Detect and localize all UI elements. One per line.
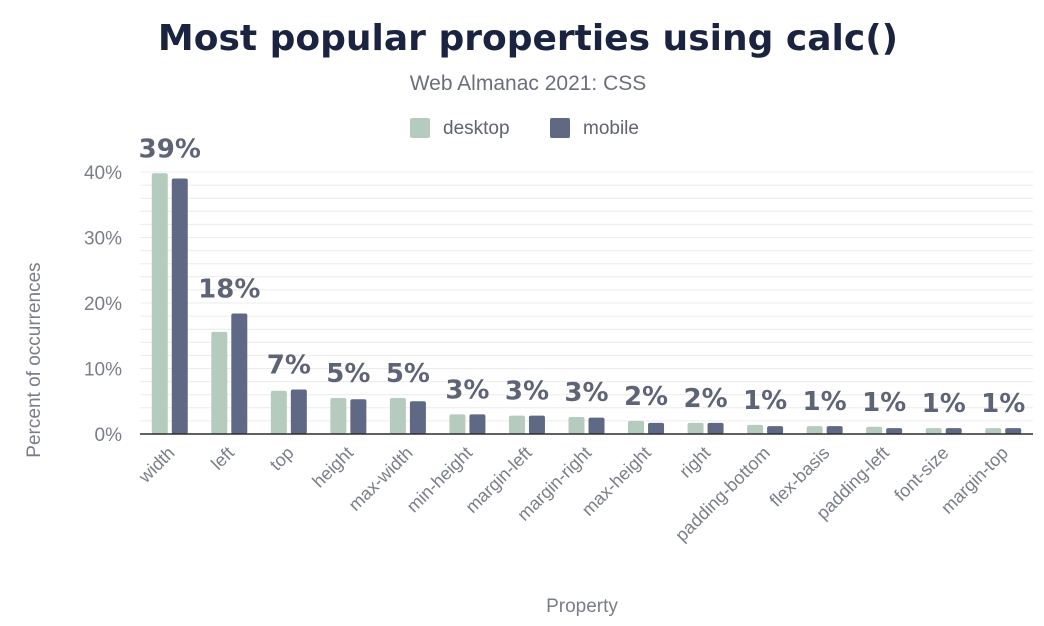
x-axis-labels: width left top heightmax-widthmin-heightmar… — [134, 443, 1012, 546]
x-tick-label-height: height — [308, 443, 357, 492]
data-label-right: 2% — [683, 384, 727, 414]
chart-subtitle: Web Almanac 2021: CSS — [410, 72, 647, 95]
bar-desktop-max-width — [389, 397, 406, 434]
data-labels: 39% 18% 7% 5% 5% 3% 3% 3% 2% 2% 1% 1% 1% 1% 1% — [139, 134, 1026, 419]
chart-title: Most popular properties using calc() — [158, 18, 898, 59]
x-tick-label-top: top — [266, 443, 298, 475]
bar-desktop-top — [270, 390, 287, 434]
bar-desktop-margin-top — [985, 428, 1002, 434]
bar-mobile-max-width — [409, 401, 426, 434]
y-tick-label: 30% — [84, 229, 122, 250]
x-tick-label-left: left — [207, 443, 238, 474]
data-label-top: 7% — [267, 350, 311, 380]
bar-mobile-width — [171, 178, 188, 434]
bar-mobile-margin-right — [588, 417, 605, 434]
bar-mobile-min-height — [469, 414, 486, 434]
bar-mobile-left — [231, 313, 248, 434]
x-axis-title: Property — [546, 596, 618, 617]
bar-desktop-min-height — [449, 414, 466, 434]
data-label-max-height: 2% — [624, 382, 668, 412]
data-label-max-width: 5% — [386, 359, 430, 389]
bar-mobile-flex-basis — [826, 426, 843, 434]
data-label-height: 5% — [326, 359, 370, 389]
legend-label-mobile: mobile — [583, 118, 639, 139]
data-label-padding-left: 1% — [862, 388, 906, 418]
x-tick-label-right: right — [675, 443, 714, 482]
bar-desktop-left — [211, 331, 228, 434]
data-label-width: 39% — [139, 134, 201, 164]
bar-desktop-padding-left — [866, 426, 883, 434]
gridlines — [140, 171, 1033, 422]
bar-desktop-flex-basis — [806, 426, 823, 434]
bar-mobile-height — [350, 399, 367, 434]
data-label-margin-top: 1% — [981, 389, 1025, 419]
bar-desktop-height — [330, 397, 347, 434]
data-label-padding-bottom: 1% — [743, 386, 787, 416]
bar-desktop-right — [687, 422, 704, 434]
bar-desktop-max-height — [628, 420, 645, 434]
bar-mobile-margin-top — [1005, 428, 1022, 434]
legend-swatch-desktop — [410, 118, 430, 138]
legend: desktop mobile — [410, 118, 639, 139]
x-tick-label-font-size: font-size — [890, 443, 952, 505]
y-axis-ticks: 0% 10% 20% 30% 40% — [84, 163, 122, 446]
bar-mobile-padding-bottom — [767, 426, 784, 434]
data-label-font-size: 1% — [922, 389, 966, 419]
data-label-min-height: 3% — [445, 375, 489, 405]
bar-desktop-font-size — [925, 428, 942, 434]
y-tick-label: 0% — [95, 425, 123, 446]
bar-mobile-max-height — [648, 422, 665, 434]
bar-desktop-padding-bottom — [747, 424, 764, 434]
data-label-left: 18% — [198, 274, 260, 304]
y-axis-title: Percent of occurrences — [24, 262, 45, 457]
data-label-margin-right: 3% — [564, 378, 608, 408]
bar-desktop-margin-left — [508, 415, 525, 434]
bar-mobile-top — [290, 389, 307, 434]
bar-mobile-margin-left — [528, 415, 545, 434]
y-tick-label: 40% — [84, 163, 122, 184]
bar-desktop-margin-right — [568, 416, 585, 434]
legend-label-desktop: desktop — [443, 118, 510, 139]
x-tick-label-width: width — [134, 443, 179, 488]
bar-desktop-width — [151, 173, 168, 434]
data-label-margin-left: 3% — [505, 377, 549, 407]
y-tick-label: 20% — [84, 294, 122, 315]
legend-swatch-mobile — [550, 118, 570, 138]
y-tick-label: 10% — [84, 360, 122, 381]
bar-mobile-right — [707, 422, 724, 434]
bar-mobile-padding-left — [886, 428, 903, 434]
bar-mobile-font-size — [945, 428, 962, 434]
data-label-flex-basis: 1% — [803, 387, 847, 417]
bars — [151, 173, 1022, 434]
